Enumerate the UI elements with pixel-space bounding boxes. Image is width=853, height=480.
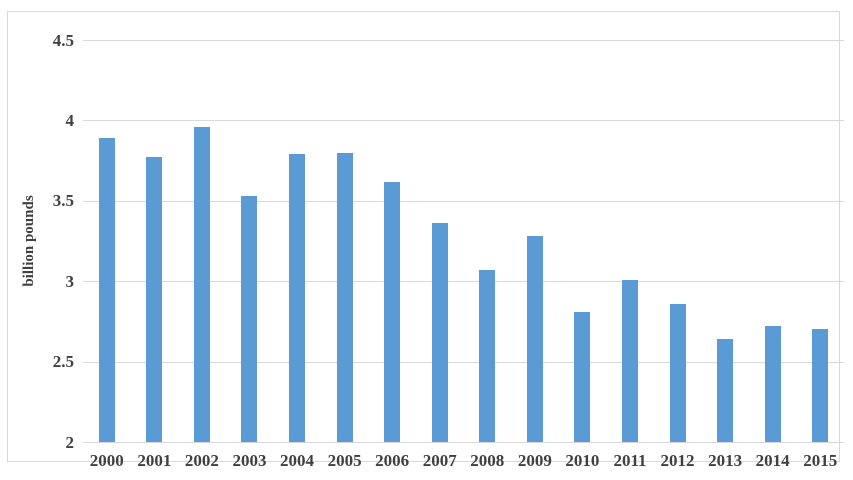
x-tick-label: 2000: [89, 451, 124, 470]
x-tick-label: 2014: [755, 451, 790, 470]
gridline: [83, 281, 844, 283]
y-axis-ticks: 4.5 4 3.5 3 2.5 2: [8, 31, 75, 452]
bar-2014: [764, 326, 781, 442]
chart-frame: billion pounds 4.5 4 3.5 3 2.5 2 2000 2001 2002…: [7, 11, 844, 470]
bar-2006: [384, 181, 401, 442]
gridline: [83, 442, 844, 443]
x-tick-label: 2009: [517, 451, 552, 470]
y-tick-label: 3.5: [52, 191, 74, 211]
x-tick-label: 2001: [137, 451, 172, 470]
bar-2003: [241, 195, 258, 442]
bar-2012: [669, 303, 686, 442]
y-tick-label: 2: [65, 432, 75, 452]
bar-2007: [431, 223, 448, 442]
x-tick-label: 2005: [327, 451, 362, 470]
x-tick-label: 2008: [470, 451, 505, 470]
gridline: [83, 40, 844, 41]
gridline: [83, 120, 844, 122]
bar-2011: [621, 279, 638, 442]
y-tick-label: 4: [65, 110, 75, 130]
gridline: [83, 200, 844, 202]
bar-2005: [336, 152, 353, 442]
bar-2008: [479, 269, 496, 442]
bars-container: [83, 40, 844, 442]
x-tick-label: 2002: [184, 451, 219, 470]
x-tick-label: 2006: [375, 451, 410, 470]
x-tick-label: 2010: [565, 451, 600, 470]
y-tick-label: 3: [65, 271, 75, 291]
x-tick-label: 2007: [422, 451, 457, 470]
x-tick-label: 2013: [708, 451, 743, 470]
x-axis-labels: 2000 2001 2002 2003 2004 2005 2006 2007 2008 2009…: [83, 451, 844, 475]
bar-2002: [193, 126, 210, 442]
x-tick-label: 2003: [232, 451, 267, 470]
x-tick-label: 2015: [803, 451, 838, 470]
y-tick-label: 4.5: [52, 30, 74, 50]
bar-2009: [526, 236, 543, 442]
x-tick-label: 2012: [660, 451, 695, 470]
x-tick-label: 2011: [613, 451, 647, 470]
bar-2010: [574, 311, 591, 442]
bar-2004: [289, 154, 306, 442]
bar-2015: [812, 329, 829, 442]
gridline: [83, 361, 844, 363]
plot-area: [83, 40, 844, 443]
bar-2001: [146, 157, 163, 442]
bar-2000: [98, 138, 115, 442]
y-tick-label: 2.5: [52, 352, 74, 372]
x-tick-label: 2004: [280, 451, 315, 470]
bar-2013: [717, 339, 734, 442]
